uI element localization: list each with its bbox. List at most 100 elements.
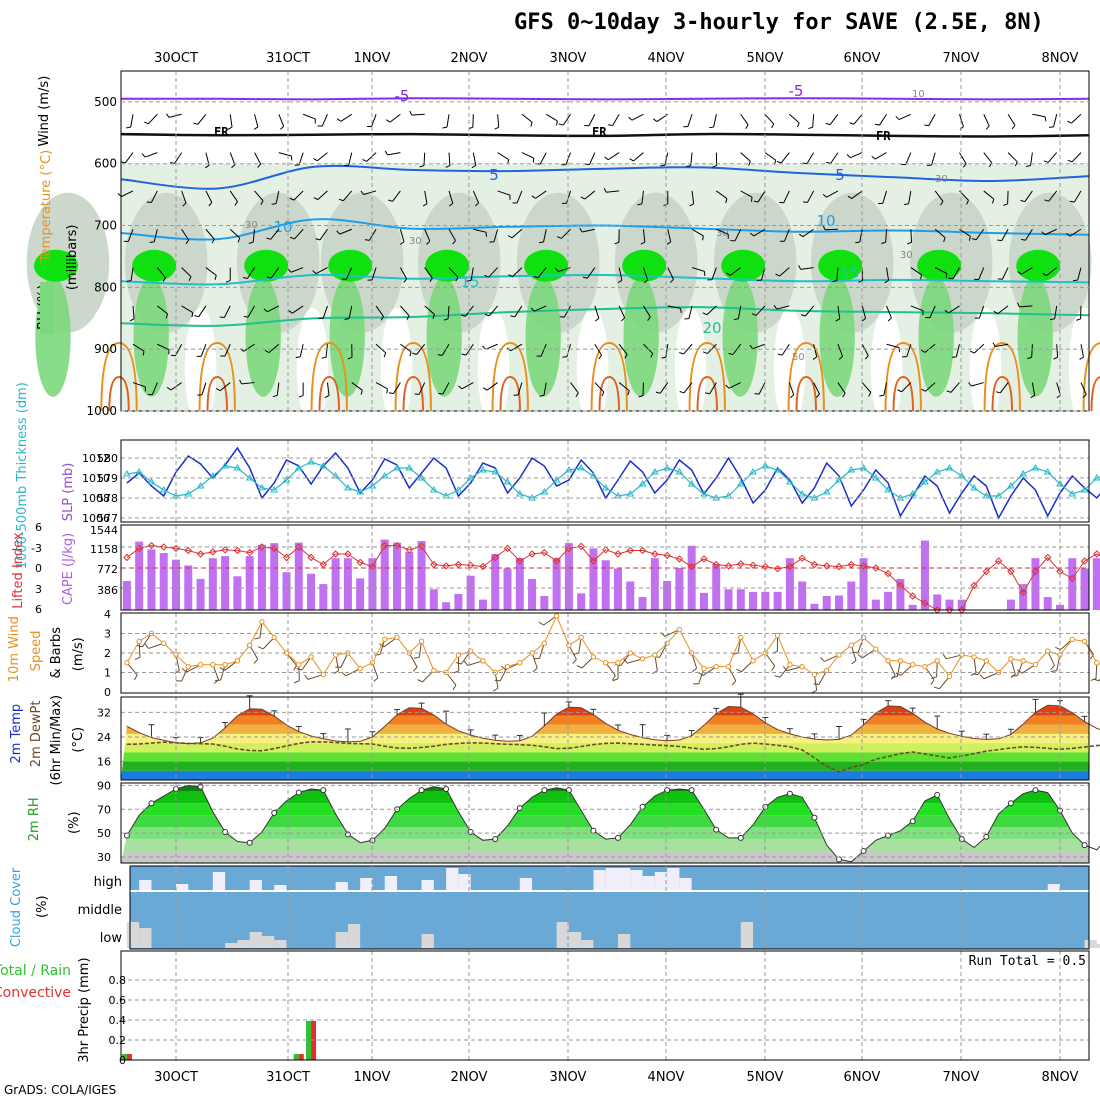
- wind-barb-flag: [1048, 126, 1054, 128]
- profile-panel: -5 -5 5 5 10 10 15 15 20 FR FR FR 10 30 30 30 30 30 50: [26, 70, 1100, 428]
- wind-barb: [883, 382, 888, 396]
- wind-tick: 0: [104, 686, 111, 699]
- wind-barb-flag: [749, 344, 754, 350]
- rh-marker: [664, 787, 671, 794]
- wind-barb-flag: [598, 355, 602, 360]
- slp-tick: 1012: [82, 452, 110, 465]
- thickness-marker: [135, 468, 144, 475]
- cloud-axis-label: Cloud Cover: [9, 867, 24, 947]
- wind-frame: [120, 612, 1090, 694]
- cape-bar: [208, 558, 217, 610]
- cape-bar: [147, 549, 156, 610]
- temperature-panel: [121, 693, 1100, 780]
- thickness-marker: [773, 466, 782, 473]
- wind-barb-flag: [347, 356, 353, 360]
- wind-barb-flag: [689, 203, 694, 207]
- wind-barb: [1007, 152, 1018, 163]
- thickness-marker: [356, 488, 365, 495]
- wind-barb-flag: [603, 187, 607, 193]
- wind-barb: [493, 229, 499, 242]
- cape-bar: [736, 589, 745, 610]
- wind-barb-flag: [485, 232, 488, 237]
- thickness-marker: [933, 468, 942, 475]
- wind-barb: [1001, 229, 1009, 241]
- wind-barb-flag: [1044, 116, 1047, 122]
- wind-speed-marker: [246, 642, 253, 648]
- run-total-label: Run Total = 0.5: [969, 954, 1086, 969]
- cape-bar: [675, 568, 684, 610]
- cloud-low-bar: [237, 940, 250, 948]
- wind-barb: [229, 152, 236, 165]
- li-marker: [970, 581, 978, 590]
- millibars-axis-label: (millibars): [65, 225, 80, 291]
- rh-marker: [344, 831, 351, 838]
- wind-barb: [934, 267, 947, 274]
- wind-speed-marker: [922, 663, 928, 670]
- wind-barb: [545, 113, 558, 122]
- thickness-marker: [921, 478, 929, 485]
- wind-barb-flag: [364, 239, 370, 241]
- thickness-marker: [515, 490, 524, 497]
- wind-barb-flag: [595, 317, 600, 322]
- date-label-top-6: 5NOV: [747, 51, 784, 66]
- wind-barb: [850, 152, 863, 159]
- wind-barb-flag: [432, 314, 435, 319]
- li-marker: [245, 548, 254, 557]
- temp-axis-label-3: (6hr Min/Max): [49, 695, 64, 785]
- wind-barb-flag: [484, 274, 489, 278]
- wind-barb-flag: [1067, 159, 1073, 163]
- wind-barb-flag: [531, 195, 536, 199]
- wind-barb-flag: [455, 276, 459, 282]
- wind-barb: [659, 382, 669, 394]
- wind-barb: [151, 382, 158, 395]
- rh-blob-humid: [245, 276, 281, 397]
- precip-frame: [120, 950, 1090, 1061]
- slp-tick: 1008: [82, 492, 110, 505]
- wind-barb-flag: [572, 658, 577, 664]
- slp-tick: 1010: [82, 472, 110, 485]
- wind-barb-flag: [582, 276, 588, 279]
- rh-marker: [983, 833, 990, 840]
- wind-barb: [667, 229, 672, 243]
- rh-marker: [516, 805, 523, 812]
- wind-speed-marker: [394, 634, 400, 641]
- wind-barb-flag: [726, 272, 731, 276]
- cape-bar: [307, 573, 316, 610]
- wind-barb-flag: [944, 309, 949, 314]
- precip-tick: 0.2: [109, 1034, 127, 1047]
- rh-contour-label: 30: [900, 250, 913, 261]
- wind-barb: [534, 305, 547, 312]
- wind-barb-flag: [745, 124, 749, 129]
- wind-barb: [278, 152, 292, 157]
- wind-barb-flag: [417, 679, 423, 683]
- wind-barb-flag: [313, 197, 319, 201]
- precip-axis-label: 3hr Precip (mm): [77, 957, 92, 1062]
- wind-barb: [252, 229, 256, 243]
- wind-barb-flag: [484, 313, 490, 317]
- wind-barb: [472, 152, 477, 166]
- wind-barb-flag: [660, 164, 665, 167]
- wind-barb-flag: [437, 354, 443, 356]
- wind-barb: [181, 228, 190, 241]
- rh-frame: [120, 782, 1090, 864]
- cape-bar: [1068, 558, 1077, 610]
- wind-barb-flag: [895, 115, 900, 120]
- wind-barb-flag: [679, 352, 684, 355]
- precip-panel: Run Total = 0.5: [121, 951, 1089, 1060]
- wind-speed-marker: [774, 632, 781, 639]
- wind-speed-marker: [566, 642, 572, 648]
- thickness-marker: [908, 490, 917, 497]
- wind-barb-flag: [887, 317, 892, 322]
- wind-barb: [1048, 190, 1058, 202]
- wind-speed-marker: [824, 667, 830, 674]
- wind-barb: [174, 152, 183, 164]
- wind-barb-flag: [1020, 199, 1026, 203]
- thickness-marker: [429, 486, 438, 493]
- wind-barb: [299, 344, 304, 358]
- wind-barb-flag: [403, 278, 408, 283]
- wind-barb: [535, 190, 547, 199]
- wind-barb: [121, 190, 134, 198]
- rh-marker: [222, 828, 229, 835]
- thickness-marker: [454, 486, 463, 493]
